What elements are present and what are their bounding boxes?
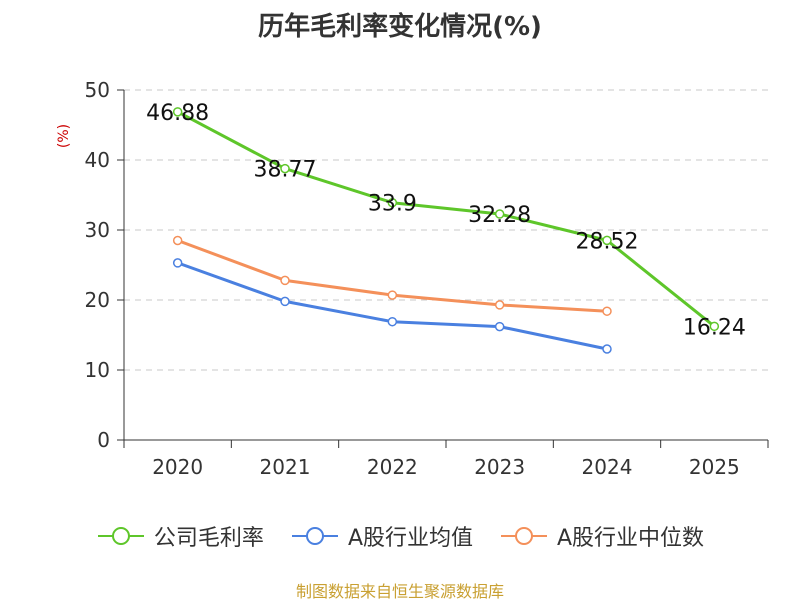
x-ticks: 2020 2021 2022 2023 2024 2025 (152, 455, 740, 479)
data-point (602, 344, 612, 354)
data-point (280, 296, 290, 307)
data-point (280, 163, 290, 174)
data-label: 28.52 (576, 229, 639, 254)
y-tick-label: 50 (85, 78, 110, 102)
data-point (494, 321, 505, 332)
chart-title: 历年毛利率变化情况(%) (258, 12, 542, 42)
y-tick-label: 20 (85, 288, 110, 312)
legend-item-company[interactable]: 公司毛利率 (96, 520, 264, 552)
legend-label-industry-median: A股行业中位数 (557, 526, 705, 551)
data-label: 32.28 (468, 203, 531, 228)
y-tick-label: 30 (85, 218, 110, 242)
x-tick-label: 2023 (474, 455, 525, 479)
legend-item-industry-mean[interactable]: A股行业均值 (290, 520, 473, 552)
data-point (602, 306, 612, 316)
series-line (177, 239, 608, 313)
legend-marker-industry-median (501, 527, 547, 545)
axes (117, 89, 769, 448)
legend-marker-industry-mean (291, 527, 338, 545)
data-point (387, 197, 398, 208)
y-tick-label: 40 (85, 148, 110, 172)
data-point (494, 300, 505, 310)
data-point (172, 258, 183, 268)
data-point (494, 209, 505, 219)
y-tick-label: 0 (97, 428, 110, 452)
series-line (176, 110, 716, 328)
data-labels: 46.88 38.77 33.9 32.28 28.52 16.24 (146, 101, 746, 340)
gridlines (124, 89, 768, 371)
data-point (709, 321, 720, 332)
y-tick-label: 10 (85, 358, 110, 382)
data-point (172, 235, 183, 246)
data-label: 33.9 (368, 192, 417, 217)
legend-label-industry-mean: A股行业均值 (347, 526, 473, 551)
y-ticks: 0 10 20 30 40 50 (85, 78, 110, 452)
data-point (387, 290, 398, 300)
data-label: 16.24 (683, 315, 746, 340)
legend-item-industry-median[interactable]: A股行业中位数 (499, 520, 704, 552)
x-tick-label: 2020 (152, 455, 203, 479)
legend-label-company: 公司毛利率 (153, 526, 264, 551)
x-tick-label: 2024 (582, 455, 633, 479)
data-point (602, 235, 612, 246)
data-source: 制图数据来自恒生聚源数据库 (295, 582, 504, 601)
data-point (172, 107, 183, 117)
data-label: 38.77 (254, 158, 317, 183)
x-tick-label: 2022 (367, 455, 418, 479)
data-label: 46.88 (146, 101, 209, 126)
data-point (387, 316, 398, 327)
x-tick-label: 2025 (689, 455, 740, 479)
x-tick-label: 2021 (260, 455, 311, 479)
legend-marker-company (97, 527, 144, 545)
data-point (280, 275, 290, 286)
series-points (172, 107, 720, 354)
legend: 公司毛利率 A股行业均值 A股行业中位数 (0, 520, 800, 552)
